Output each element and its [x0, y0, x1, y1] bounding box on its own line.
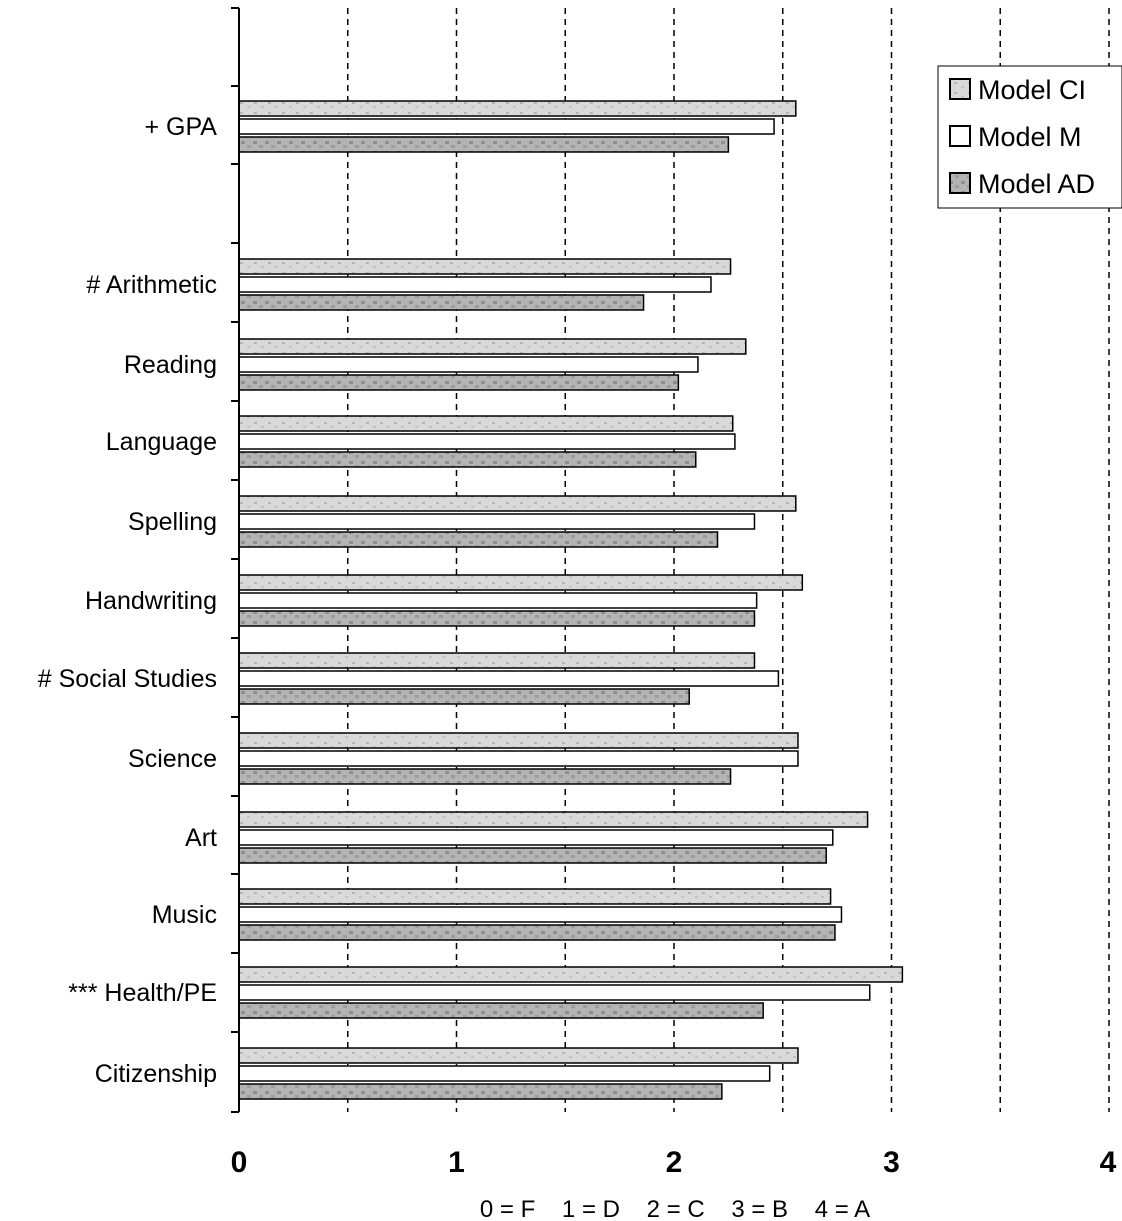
- x-tick-label: 0: [231, 1146, 248, 1179]
- category-label: Language: [106, 428, 217, 456]
- legend: Model CI Model M Model AD: [937, 65, 1122, 209]
- category-label: Citizenship: [95, 1060, 217, 1088]
- bar-model-ci: [238, 258, 732, 275]
- bar-model-ci: [238, 495, 797, 512]
- bar-model-m: [238, 1065, 771, 1082]
- category-label: Handwriting: [85, 587, 217, 615]
- category-labels: + GPA # Arithmetic Reading Language Spelling…: [38, 113, 218, 1088]
- bar-model-ci: [238, 652, 756, 669]
- bar-model-ad: [238, 374, 680, 391]
- bar-model-m: [238, 592, 758, 609]
- bar-model-m: [238, 276, 712, 293]
- category-label: Art: [185, 824, 217, 852]
- bar-model-ad: [238, 610, 756, 627]
- bar-model-ci: [238, 966, 904, 983]
- bar-model-m: [238, 829, 834, 846]
- legend-swatch: [949, 78, 971, 100]
- legend-label: Model M: [978, 122, 1082, 152]
- bar-model-ci: [238, 338, 747, 355]
- category-label: # Arithmetic: [86, 271, 217, 299]
- x-tick-label: 1: [448, 1146, 465, 1179]
- bar-model-ci: [238, 415, 734, 432]
- category-label: Reading: [124, 351, 217, 379]
- bar-model-ad: [238, 847, 827, 864]
- category-label: + GPA: [145, 113, 218, 141]
- legend-swatch: [949, 172, 971, 194]
- bar-model-ad: [238, 451, 697, 468]
- bar-model-ad: [238, 294, 645, 311]
- bar-model-ad: [238, 531, 719, 548]
- x-tick-label: 2: [666, 1146, 683, 1179]
- x-tick-labels: 0 1 2 3 4: [231, 1146, 1117, 1179]
- bar-model-m: [238, 984, 871, 1001]
- x-tick-label: 4: [1100, 1146, 1117, 1179]
- bar-model-ci: [238, 100, 797, 117]
- bar-model-m: [238, 118, 775, 135]
- bar-model-m: [238, 906, 843, 923]
- bar-model-ci: [238, 1047, 799, 1064]
- legend-swatch: [949, 125, 971, 147]
- category-label: Science: [128, 745, 217, 773]
- bar-model-ad: [238, 1002, 764, 1019]
- bar-model-m: [238, 433, 736, 450]
- category-label: Spelling: [128, 508, 217, 536]
- bar-model-ad: [238, 768, 732, 785]
- category-label: *** Health/PE: [68, 979, 217, 1007]
- bar-model-ci: [238, 574, 804, 591]
- bar-model-m: [238, 513, 756, 530]
- bar-model-ad: [238, 688, 690, 705]
- bar-model-ci: [238, 888, 832, 905]
- bar-model-ad: [238, 924, 836, 941]
- bar-model-m: [238, 670, 780, 687]
- legend-label: Model CI: [978, 75, 1086, 105]
- bar-model-m: [238, 356, 699, 373]
- y-axis-ticks: [231, 7, 239, 1113]
- category-label: # Social Studies: [38, 665, 217, 693]
- bar-model-ad: [238, 1083, 723, 1100]
- bar-model-ci: [238, 811, 869, 828]
- bar-model-m: [238, 750, 799, 767]
- bar-model-ad: [238, 136, 730, 153]
- bars: [238, 100, 904, 1100]
- legend-label: Model AD: [978, 169, 1095, 199]
- x-tick-label: 3: [883, 1146, 900, 1179]
- gridlines: [347, 8, 1110, 1112]
- bar-model-ci: [238, 732, 799, 749]
- grade-key: 0 = F 1 = D 2 = C 3 = B 4 = A: [480, 1196, 870, 1221]
- category-label: Music: [152, 901, 217, 929]
